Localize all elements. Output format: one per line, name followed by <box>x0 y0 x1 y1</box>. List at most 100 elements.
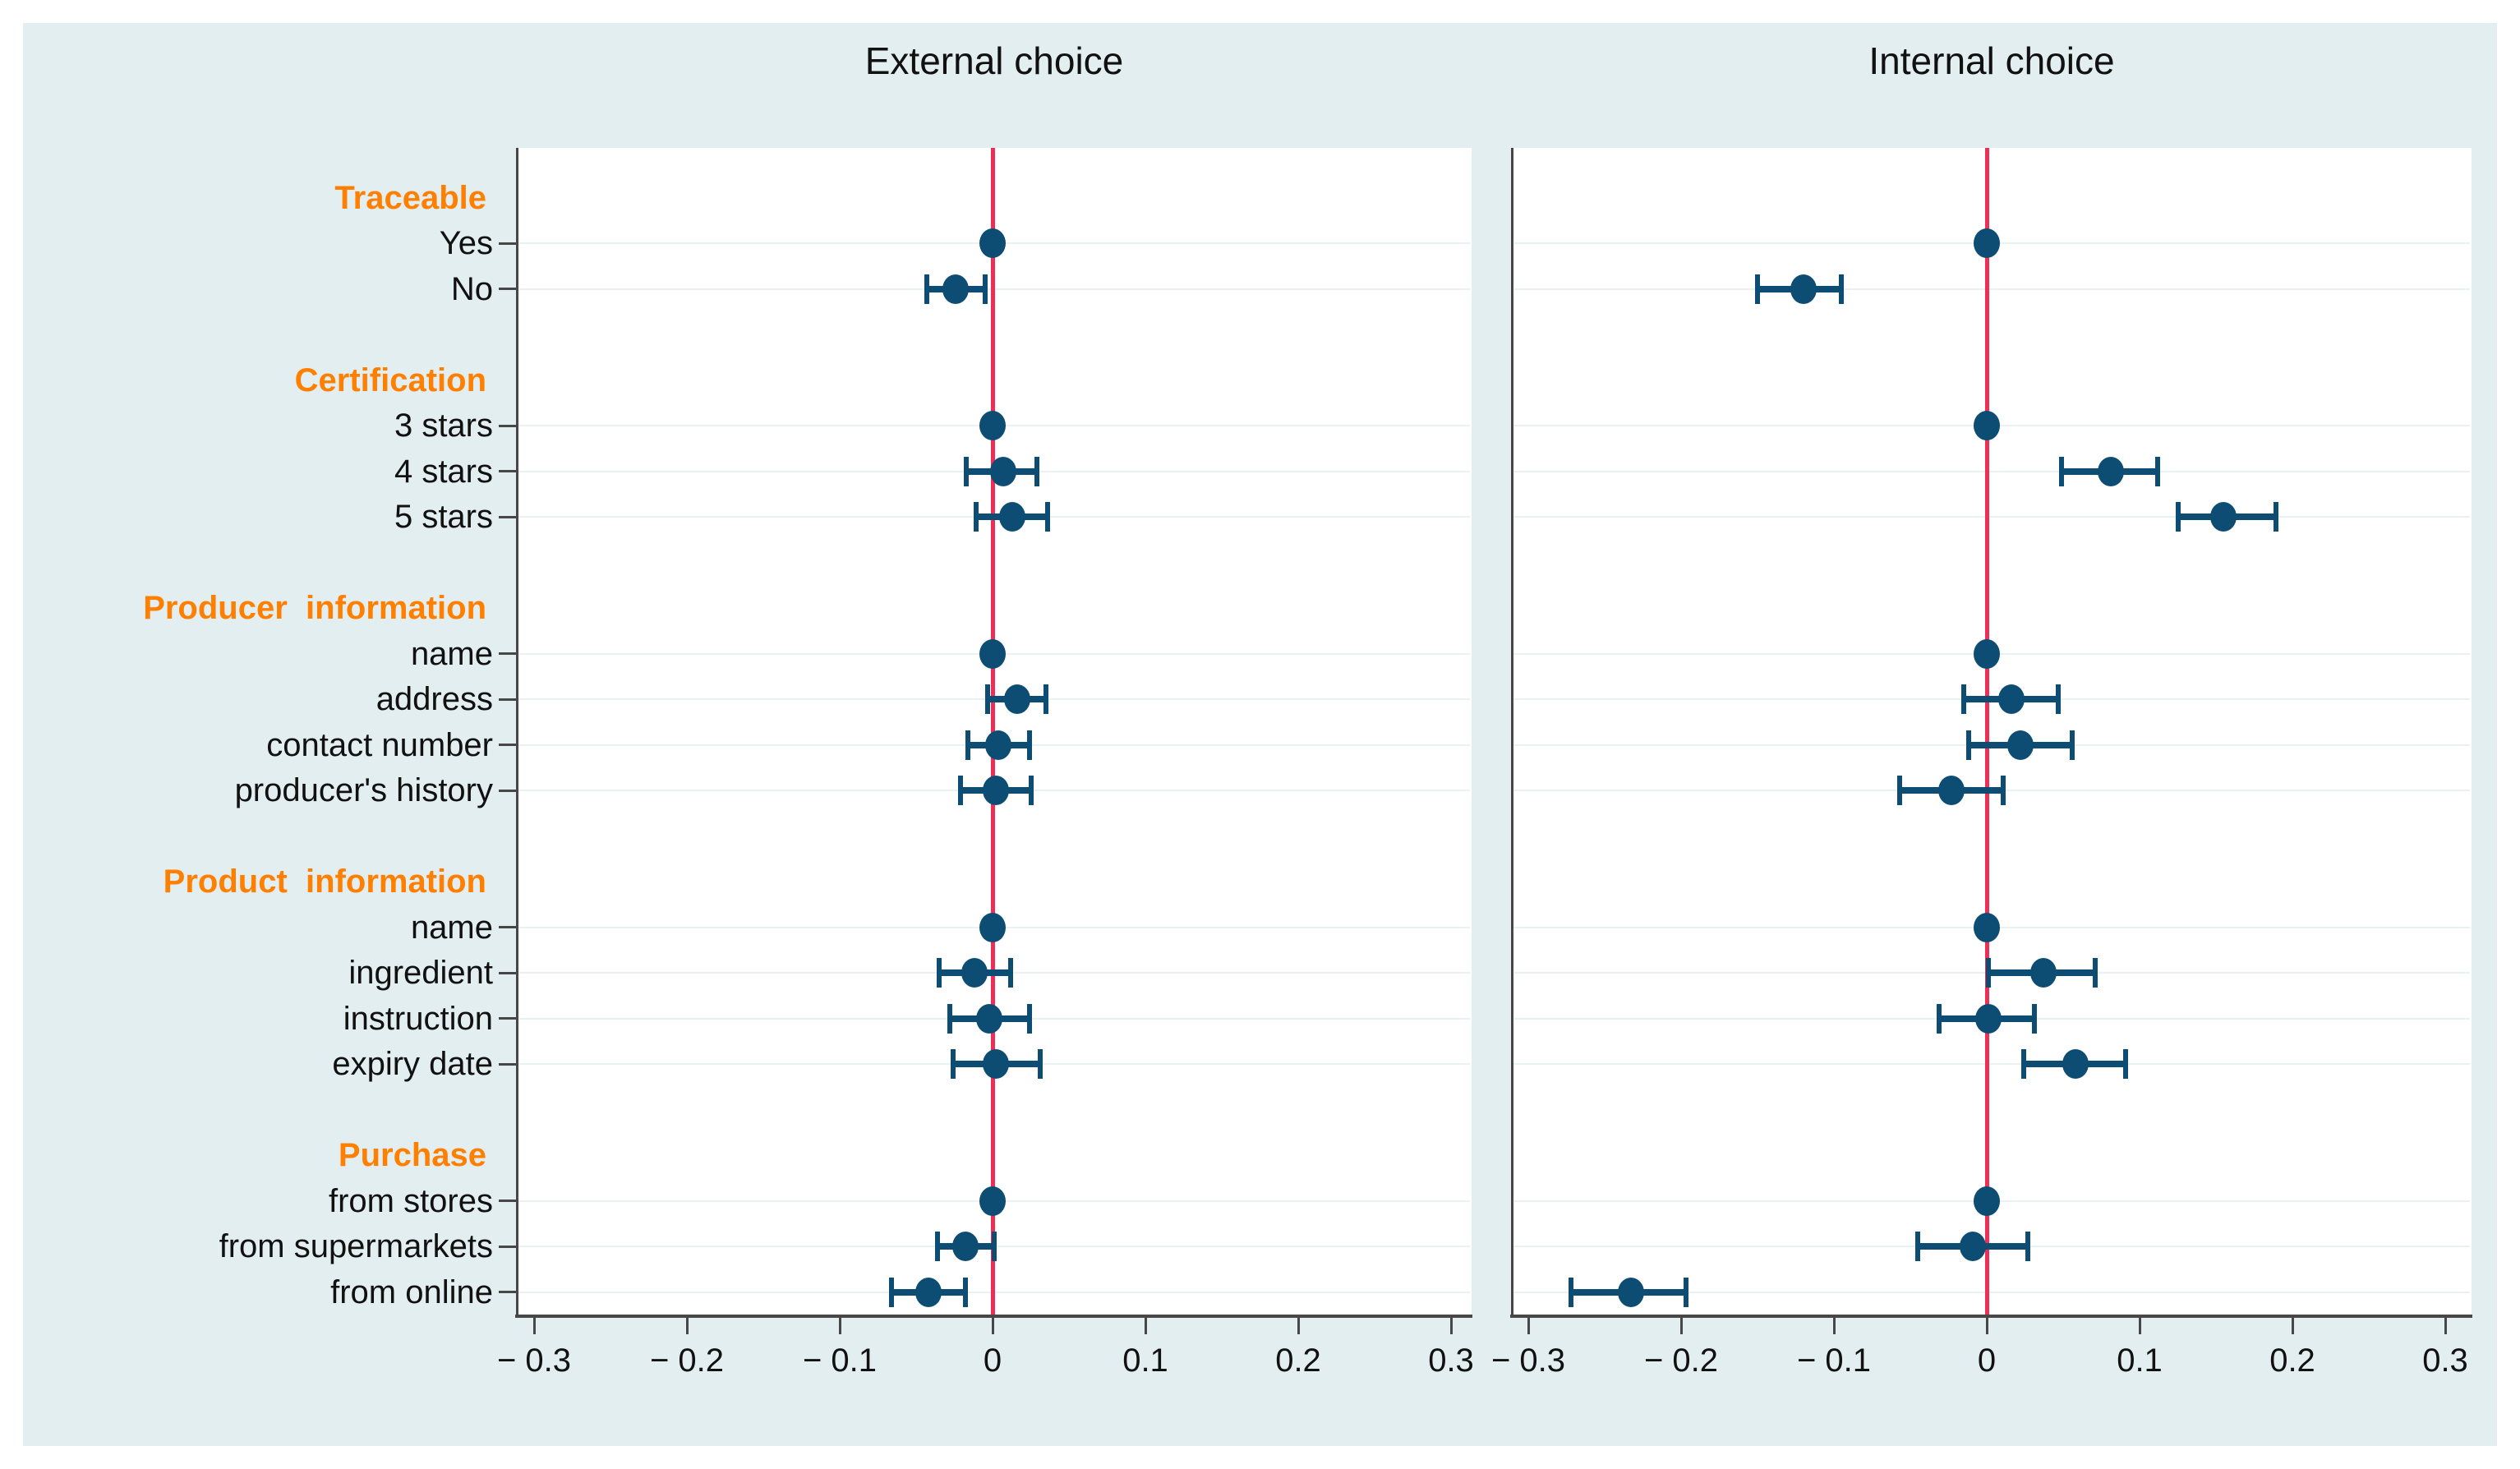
y-axis-row-tick <box>499 288 517 290</box>
x-tick-label: 0.1 <box>1122 1342 1168 1379</box>
y-axis-row-tick <box>499 744 517 746</box>
x-tick-label: 0.2 <box>1275 1342 1321 1379</box>
marker-dot <box>942 274 970 304</box>
x-axis-line <box>1510 1315 2472 1318</box>
gridline <box>1513 288 2470 290</box>
row-label: name <box>410 909 493 946</box>
y-axis-row-tick <box>499 1245 517 1248</box>
marker-dot <box>1790 274 1817 304</box>
gridline <box>1513 470 2470 472</box>
group-label: Purchase <box>338 1137 486 1173</box>
x-tick-label: 0.2 <box>2269 1342 2315 1379</box>
marker-dot <box>999 502 1026 532</box>
marker-dot <box>914 1277 942 1307</box>
confidence-interval-cap-right <box>1683 1277 1688 1307</box>
y-axis-line <box>1511 148 1513 1318</box>
marker-dot <box>2006 730 2034 760</box>
confidence-interval-cap-left <box>1915 1232 1921 1261</box>
confidence-interval-cap-right <box>1034 456 1039 486</box>
group-label: Producer information <box>143 590 486 626</box>
marker-dot <box>1974 638 2000 669</box>
zero-reference-line <box>1984 148 1989 1316</box>
confidence-interval-cap-right <box>2123 1049 2129 1079</box>
gridline <box>1513 516 2470 518</box>
y-axis-row-tick <box>499 971 517 974</box>
marker-dot <box>1617 1277 1644 1307</box>
confidence-interval-cap-left <box>936 958 942 988</box>
x-tick-label: − 0.3 <box>1490 1342 1566 1379</box>
y-axis-row-tick <box>499 515 517 518</box>
confidence-interval-cap-right <box>962 1277 968 1307</box>
x-tick-label: 0.3 <box>1428 1342 1474 1379</box>
confidence-interval-cap-right <box>2273 502 2278 532</box>
group-label: Certification <box>294 361 486 398</box>
x-tick-label: − 0.3 <box>496 1342 572 1379</box>
row-label: name <box>410 635 493 672</box>
row-label: producer's history <box>234 772 493 808</box>
confidence-interval-cap-right <box>1026 1003 1032 1034</box>
y-axis-row-tick <box>499 1200 517 1202</box>
confidence-interval-cap-left <box>1569 1277 1574 1307</box>
marker-dot <box>2210 502 2237 532</box>
confidence-interval-cap-left <box>2059 456 2065 486</box>
marker-dot <box>990 456 1017 486</box>
panel-title-external-choice: External choice <box>864 39 1124 82</box>
panel-title-internal-choice: Internal choice <box>1868 39 2115 82</box>
y-axis-row-tick <box>499 424 517 427</box>
confidence-interval-cap-left <box>965 730 971 760</box>
confidence-interval-cap-left <box>1985 958 1991 988</box>
confidence-interval-cap-left <box>964 456 970 486</box>
marker-dot <box>2062 1049 2089 1079</box>
confidence-interval-cap-left <box>973 502 979 532</box>
confidence-interval-cap-right <box>1026 730 1032 760</box>
confidence-interval-cap-right <box>2093 958 2098 988</box>
confidence-interval-cap-left <box>2020 1049 2026 1079</box>
x-tick-label: − 0.1 <box>1796 1342 1872 1379</box>
row-label: ingredient <box>348 955 493 991</box>
x-axis-tick <box>1985 1318 1988 1334</box>
marker-dot <box>951 1232 979 1261</box>
marker-dot <box>1960 1232 1987 1261</box>
row-label: instruction <box>343 1000 493 1037</box>
row-label: from stores <box>328 1182 493 1219</box>
x-tick-label: − 0.2 <box>649 1342 725 1379</box>
marker-dot <box>982 776 1009 805</box>
x-axis-tick <box>991 1318 994 1334</box>
confidence-interval-cap-right <box>982 274 988 304</box>
marker-dot <box>1997 684 2025 714</box>
x-axis-tick <box>2138 1318 2141 1334</box>
x-axis-tick <box>685 1318 689 1334</box>
y-axis-row-tick <box>499 789 517 792</box>
marker-dot <box>2029 958 2057 988</box>
confidence-interval-cap-right <box>1043 684 1049 714</box>
marker-dot <box>1974 1186 2000 1216</box>
marker-dot <box>1974 411 2000 440</box>
x-axis-line <box>515 1315 1472 1318</box>
x-axis-tick <box>2291 1318 2294 1334</box>
row-label: No <box>450 270 493 307</box>
confidence-interval-cap-left <box>1965 730 1971 760</box>
confidence-interval-cap-right <box>2025 1232 2031 1261</box>
confidence-interval-cap-left <box>947 1003 952 1034</box>
x-tick-label: − 0.2 <box>1643 1342 1719 1379</box>
marker-dot <box>979 411 1006 440</box>
x-axis-tick <box>532 1318 536 1334</box>
x-axis-tick <box>1832 1318 1836 1334</box>
x-tick-label: 0 <box>1977 1342 1997 1379</box>
marker-dot <box>979 638 1006 669</box>
confidence-interval-cap-left <box>1961 684 1967 714</box>
y-axis-row-tick <box>499 926 517 928</box>
row-label: 4 stars <box>394 453 493 490</box>
confidence-interval-cap-right <box>1008 958 1014 988</box>
x-tick-label: − 0.1 <box>802 1342 878 1379</box>
gridline <box>1513 1063 2470 1065</box>
x-tick-label: 0 <box>983 1342 1002 1379</box>
confidence-interval-cap-left <box>1896 776 1902 805</box>
confidence-interval-cap-left <box>957 776 963 805</box>
y-axis-row-tick <box>499 1062 517 1066</box>
group-label: Product information <box>163 863 486 900</box>
row-label: address <box>375 681 493 717</box>
y-axis-row-tick <box>499 242 517 245</box>
y-axis-row-tick <box>499 470 517 472</box>
x-axis-tick <box>1679 1318 1683 1334</box>
